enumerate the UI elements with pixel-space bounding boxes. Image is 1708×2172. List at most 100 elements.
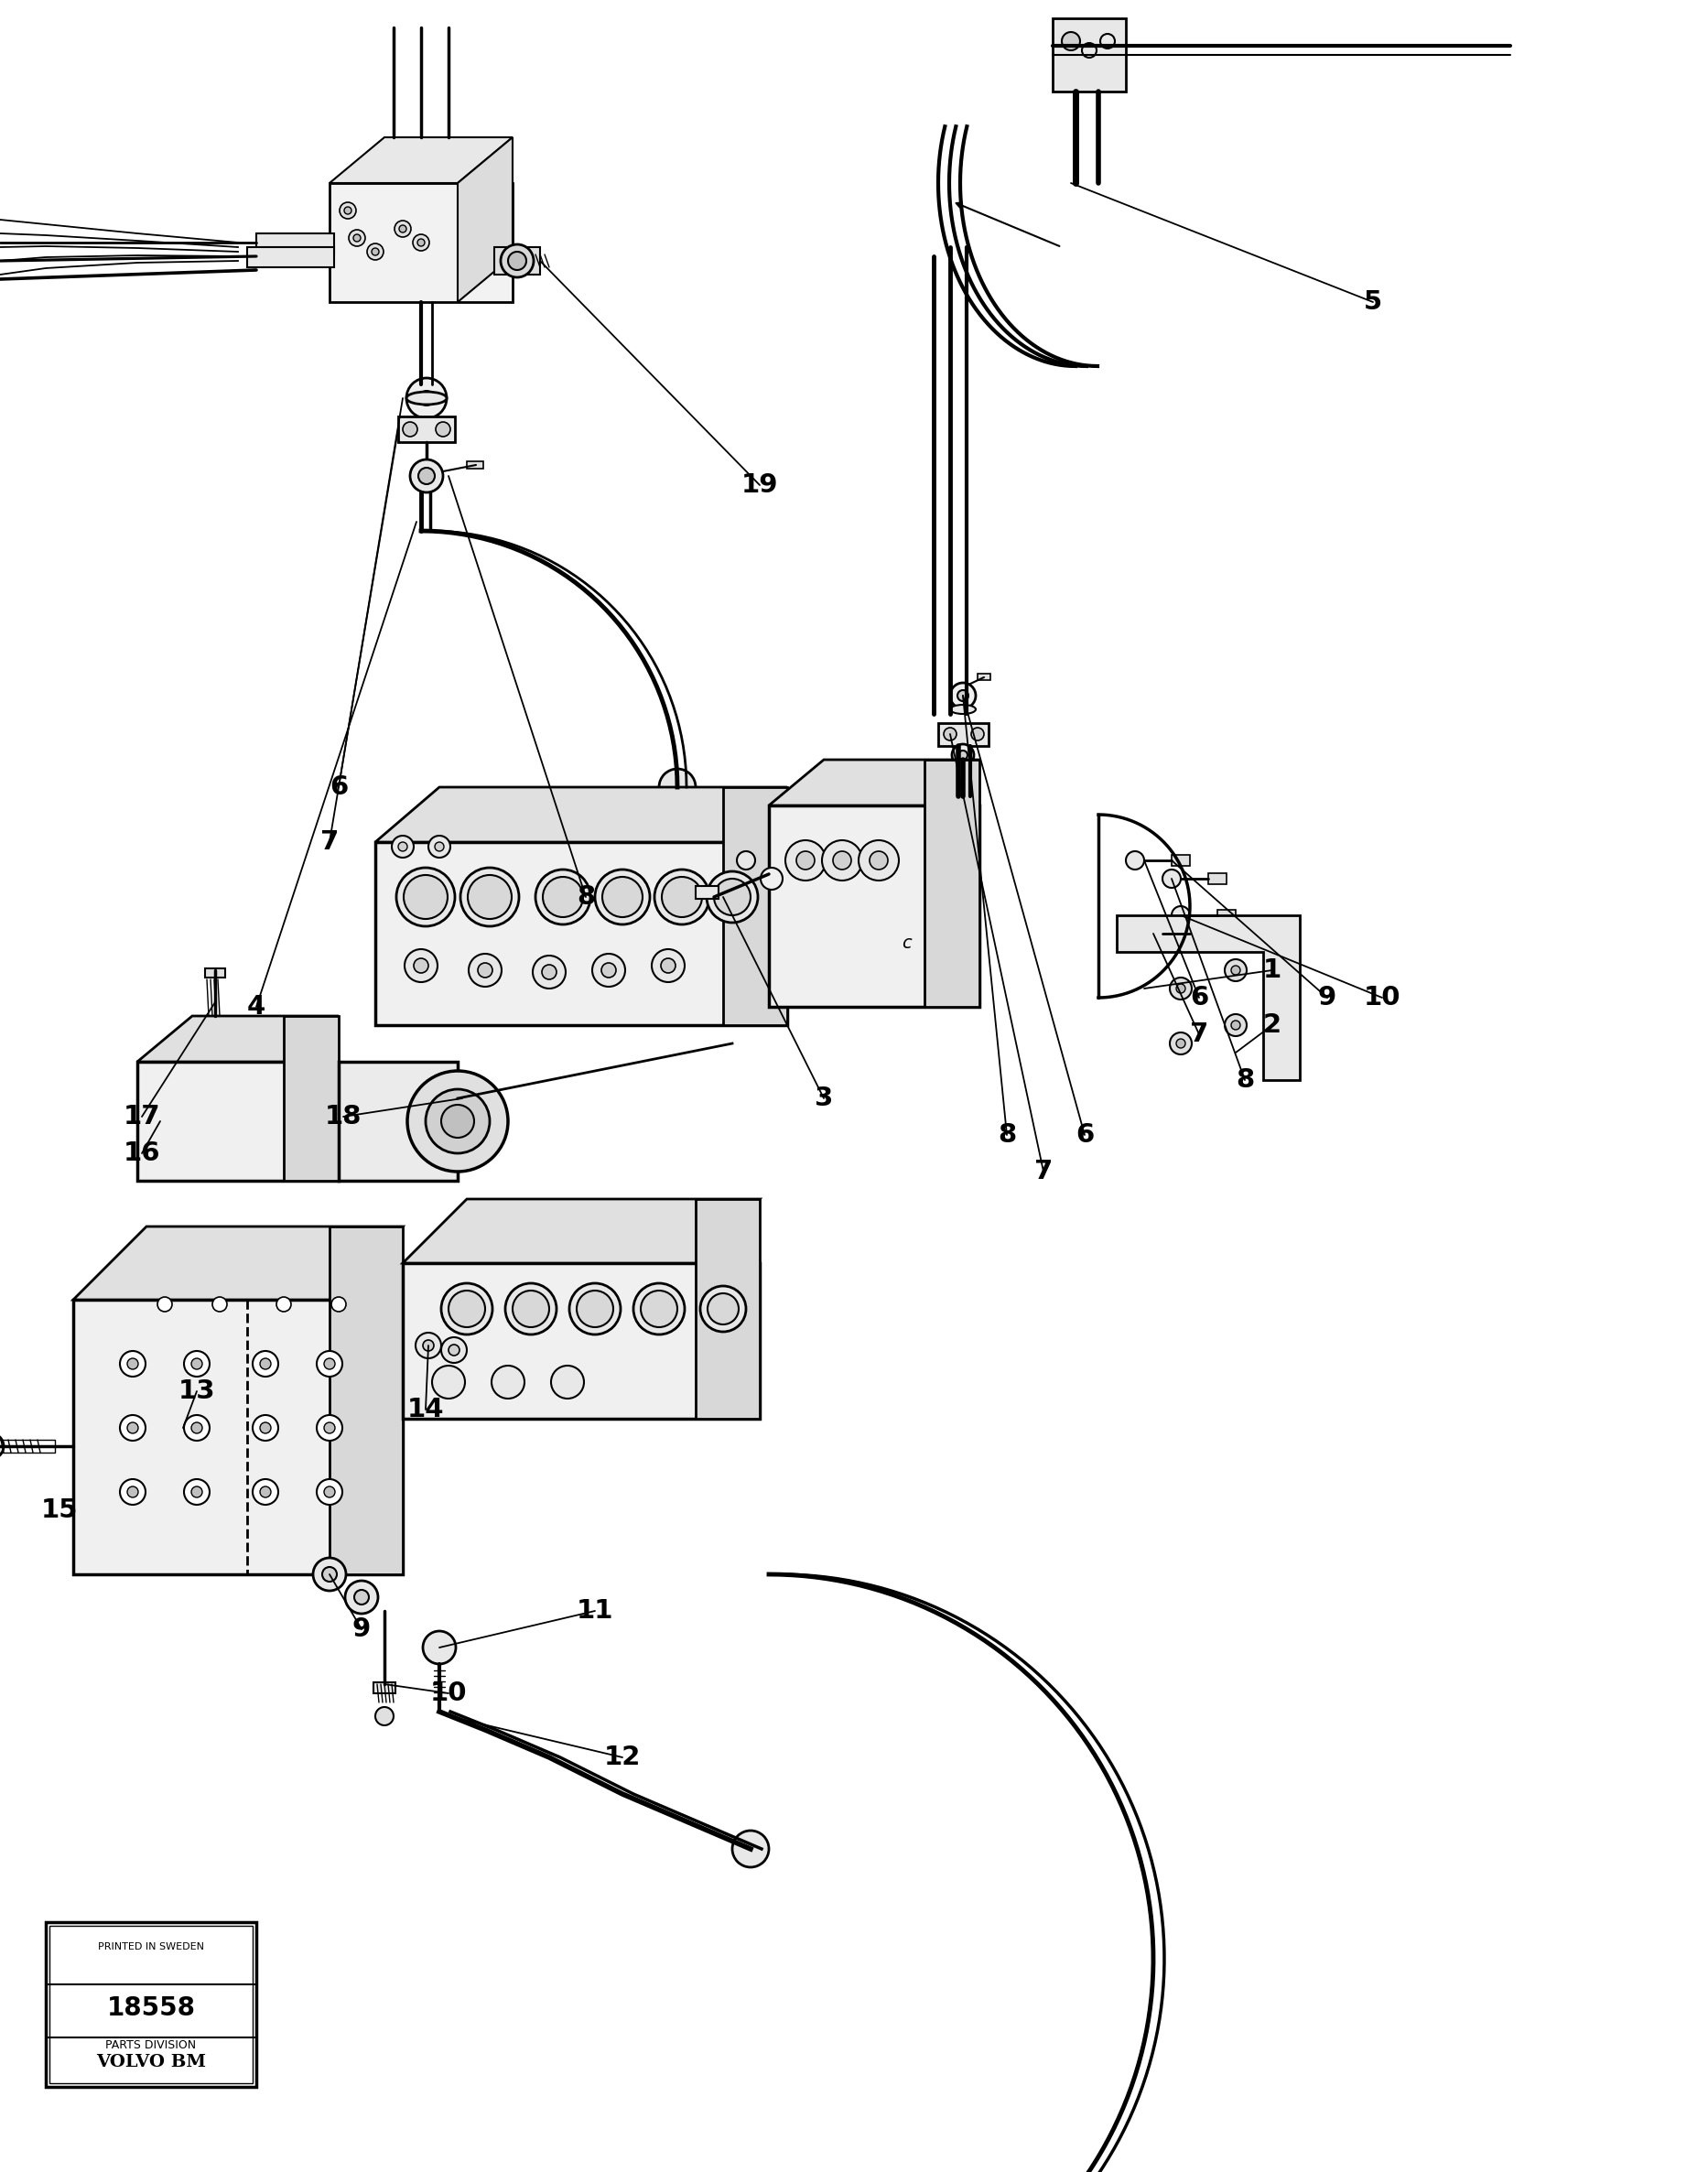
Bar bbox=[73, 1299, 403, 1575]
Text: VOLVO BM: VOLVO BM bbox=[96, 2055, 207, 2070]
Bar bbox=[1172, 856, 1190, 867]
Bar bbox=[137, 1062, 338, 1182]
Circle shape bbox=[492, 1366, 524, 1399]
Text: 7: 7 bbox=[1190, 1021, 1208, 1047]
Bar bbox=[50, 1927, 253, 2083]
Circle shape bbox=[325, 1423, 335, 1434]
Bar bbox=[330, 182, 512, 302]
Bar bbox=[374, 1683, 396, 1694]
Circle shape bbox=[659, 769, 695, 806]
Bar bbox=[1208, 873, 1226, 884]
Circle shape bbox=[260, 1358, 272, 1368]
Circle shape bbox=[733, 1831, 769, 1868]
Text: 14: 14 bbox=[407, 1397, 444, 1423]
Circle shape bbox=[736, 851, 755, 869]
Text: 8: 8 bbox=[997, 1123, 1016, 1147]
Circle shape bbox=[1225, 960, 1247, 982]
Circle shape bbox=[869, 851, 888, 869]
Circle shape bbox=[958, 752, 967, 760]
Circle shape bbox=[184, 1351, 210, 1377]
Circle shape bbox=[340, 202, 355, 219]
Circle shape bbox=[593, 954, 625, 986]
Circle shape bbox=[120, 1479, 145, 1505]
Circle shape bbox=[449, 1290, 485, 1327]
Circle shape bbox=[184, 1479, 210, 1505]
Circle shape bbox=[260, 1486, 272, 1497]
Polygon shape bbox=[403, 1199, 760, 1264]
Polygon shape bbox=[330, 1227, 403, 1575]
Polygon shape bbox=[695, 1199, 760, 1418]
Bar bbox=[1190, 927, 1208, 938]
Polygon shape bbox=[924, 760, 979, 1008]
Circle shape bbox=[345, 206, 352, 215]
Circle shape bbox=[191, 1358, 202, 1368]
Circle shape bbox=[418, 391, 434, 406]
Text: 5: 5 bbox=[1363, 289, 1382, 315]
Circle shape bbox=[432, 1366, 465, 1399]
Circle shape bbox=[415, 1334, 441, 1358]
Circle shape bbox=[601, 962, 617, 977]
Text: 9: 9 bbox=[1319, 984, 1336, 1010]
Text: 16: 16 bbox=[123, 1140, 161, 1166]
Circle shape bbox=[424, 1340, 434, 1351]
Circle shape bbox=[796, 851, 815, 869]
Circle shape bbox=[533, 956, 565, 988]
Text: 18: 18 bbox=[325, 1103, 362, 1129]
Text: 11: 11 bbox=[576, 1599, 613, 1625]
Text: 7: 7 bbox=[1033, 1160, 1052, 1184]
Polygon shape bbox=[769, 760, 979, 806]
Circle shape bbox=[1231, 1021, 1240, 1030]
Circle shape bbox=[398, 843, 407, 851]
Circle shape bbox=[707, 871, 758, 923]
Text: 9: 9 bbox=[352, 1616, 371, 1642]
Circle shape bbox=[345, 1581, 377, 1614]
Bar bbox=[256, 232, 335, 254]
Ellipse shape bbox=[950, 704, 975, 715]
Text: 8: 8 bbox=[577, 884, 594, 910]
Circle shape bbox=[1225, 1014, 1247, 1036]
Text: 7: 7 bbox=[319, 830, 338, 856]
Circle shape bbox=[552, 1366, 584, 1399]
Bar bbox=[466, 460, 483, 469]
Circle shape bbox=[1144, 925, 1163, 943]
Text: 10: 10 bbox=[430, 1681, 466, 1707]
Circle shape bbox=[126, 1423, 138, 1434]
Circle shape bbox=[260, 1423, 272, 1434]
Circle shape bbox=[436, 843, 444, 851]
Circle shape bbox=[507, 252, 526, 269]
Circle shape bbox=[945, 728, 956, 741]
Polygon shape bbox=[330, 137, 512, 182]
Circle shape bbox=[120, 1414, 145, 1440]
Bar bbox=[46, 1922, 256, 2087]
Circle shape bbox=[253, 1351, 278, 1377]
Circle shape bbox=[376, 1707, 393, 1725]
Bar bbox=[403, 1264, 760, 1418]
Circle shape bbox=[500, 245, 533, 278]
Circle shape bbox=[652, 949, 685, 982]
Text: 8: 8 bbox=[1235, 1066, 1254, 1093]
Circle shape bbox=[1062, 33, 1079, 50]
Circle shape bbox=[634, 1284, 685, 1334]
Circle shape bbox=[323, 1566, 336, 1581]
Circle shape bbox=[1231, 967, 1240, 975]
Circle shape bbox=[316, 1479, 342, 1505]
Circle shape bbox=[449, 1344, 459, 1355]
Circle shape bbox=[461, 867, 519, 925]
Text: 19: 19 bbox=[741, 471, 779, 497]
Text: 10: 10 bbox=[1363, 984, 1401, 1010]
Circle shape bbox=[191, 1486, 202, 1497]
Circle shape bbox=[348, 230, 366, 245]
Bar bbox=[494, 248, 540, 274]
Circle shape bbox=[372, 248, 379, 256]
Text: 6: 6 bbox=[1190, 984, 1208, 1010]
Circle shape bbox=[951, 745, 974, 767]
Circle shape bbox=[417, 239, 425, 245]
Circle shape bbox=[120, 1351, 145, 1377]
Circle shape bbox=[1177, 1038, 1185, 1049]
Circle shape bbox=[425, 1088, 490, 1153]
Polygon shape bbox=[376, 786, 787, 843]
Circle shape bbox=[325, 1486, 335, 1497]
Circle shape bbox=[1177, 984, 1185, 993]
Text: 17: 17 bbox=[123, 1103, 161, 1129]
Circle shape bbox=[700, 1286, 746, 1331]
